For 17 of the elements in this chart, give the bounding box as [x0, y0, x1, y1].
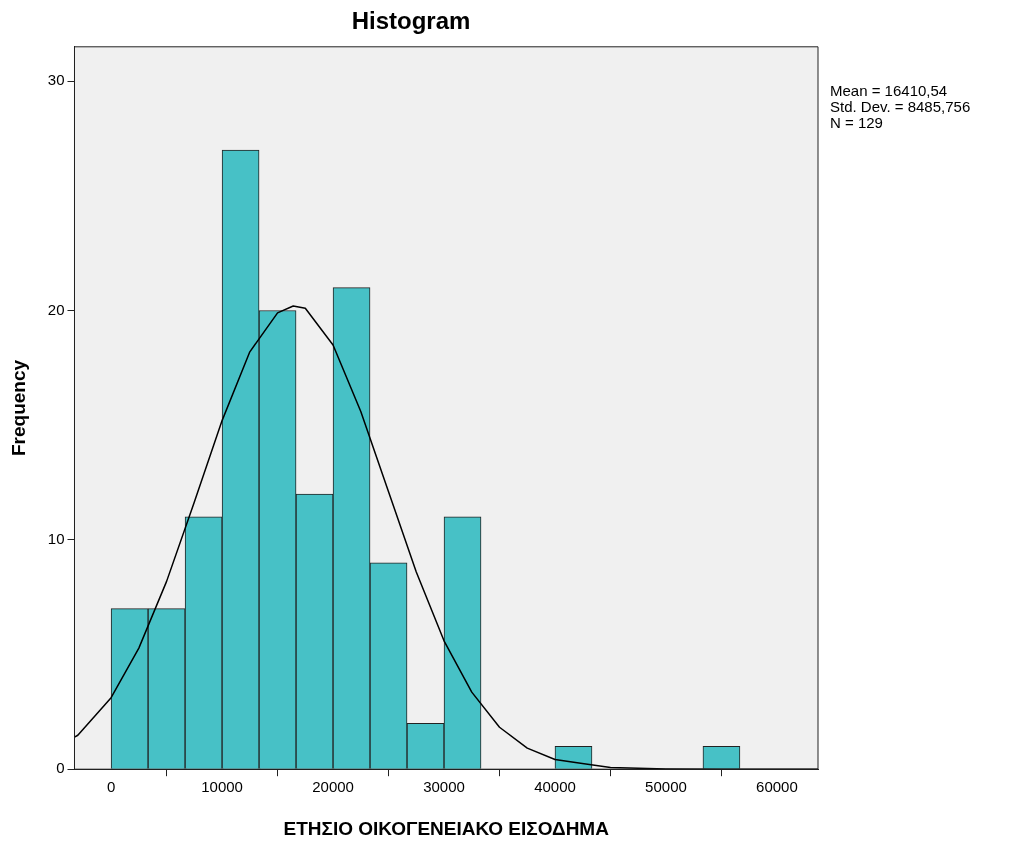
x-tick-label: 60000 — [756, 778, 798, 796]
text: Mean = 16410,54 — [830, 82, 948, 100]
text: Std. Dev. = 8485,756 — [830, 98, 971, 116]
y-tick-label: 30 — [47, 71, 65, 89]
x-axis-title: ΕΤΗΣΙΟ ΟΙΚΟΓΕΝΕΙΑΚΟ ΕΙΣΟΔΗΜΑ — [283, 817, 610, 839]
y-tick-label: 10 — [47, 530, 65, 548]
text: N = 129 — [830, 114, 883, 132]
x-tick-label: 10000 — [201, 778, 243, 796]
y-axis-title: Frequency — [7, 359, 29, 457]
x-tick-label: 0 — [106, 778, 116, 796]
x-tick-label: 20000 — [312, 778, 354, 796]
chart-title: Histogram — [351, 7, 471, 35]
x-tick-label: 40000 — [534, 778, 576, 796]
x-tick-label: 50000 — [645, 778, 687, 796]
y-tick-label: 20 — [47, 300, 65, 318]
x-tick-label: 30000 — [423, 778, 465, 796]
y-tick-label: 0 — [56, 759, 65, 777]
